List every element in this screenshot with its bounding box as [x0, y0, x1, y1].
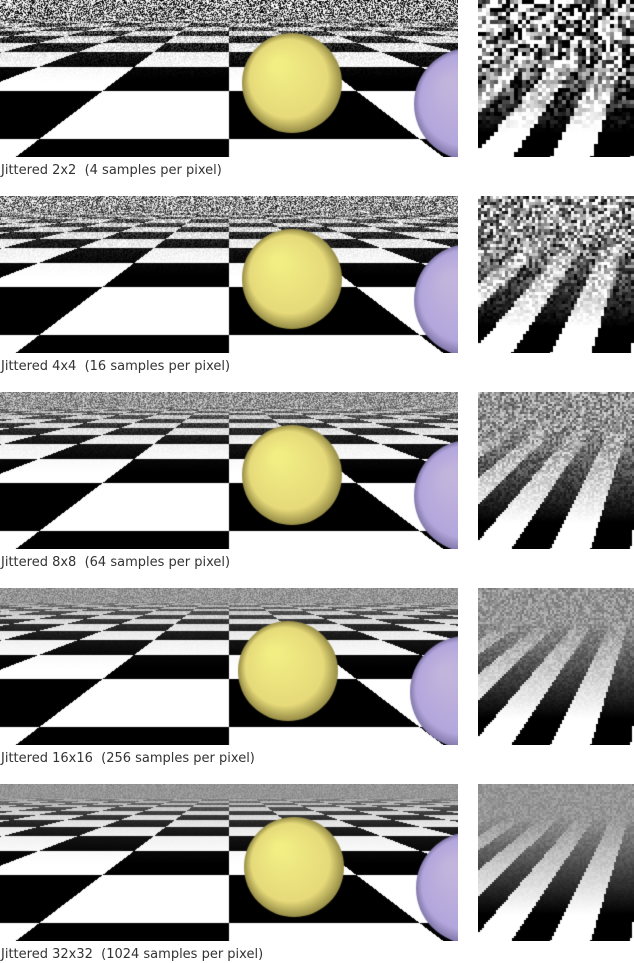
panel-caption: Jittered 16x16 (256 samples per pixel)	[1, 751, 255, 766]
zoom-inset	[478, 196, 634, 353]
panel-caption: Jittered 2x2 (4 samples per pixel)	[1, 163, 222, 178]
render-image	[0, 392, 458, 549]
zoom-inset	[478, 0, 634, 157]
render-image	[0, 0, 458, 157]
panel-caption: Jittered 32x32 (1024 samples per pixel)	[1, 947, 264, 962]
zoom-inset	[478, 588, 634, 745]
render-image	[0, 588, 458, 745]
render-image	[0, 784, 458, 941]
zoom-inset	[478, 784, 634, 941]
render-image	[0, 196, 458, 353]
panel-caption: Jittered 4x4 (16 samples per pixel)	[1, 359, 231, 374]
zoom-inset	[478, 392, 634, 549]
panel-caption: Jittered 8x8 (64 samples per pixel)	[1, 555, 231, 570]
